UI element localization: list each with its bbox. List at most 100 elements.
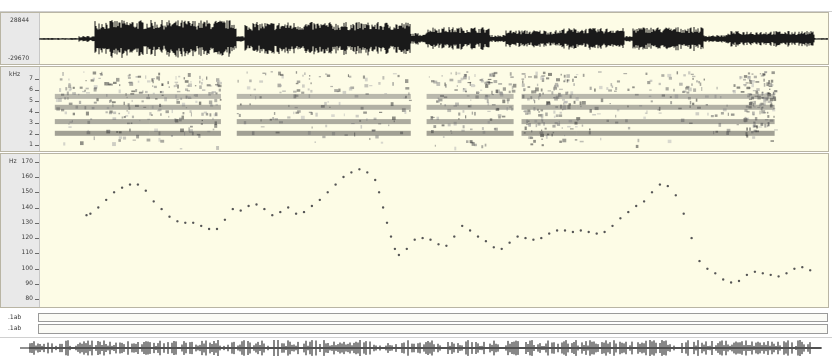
pitch-tick-label: 80 <box>25 295 33 303</box>
spectrogram-tick: 1 <box>1 142 39 148</box>
pitch-point <box>136 183 140 186</box>
spectrogram-tick: 3 <box>1 120 39 126</box>
pitch-tick: 140 <box>1 203 39 211</box>
pitch-point <box>429 238 432 241</box>
pitch-point <box>231 207 234 211</box>
pitch-point <box>302 210 306 214</box>
pitch-point <box>389 235 393 238</box>
pitch-point <box>809 269 812 272</box>
pitch-tick: 160 <box>1 173 39 180</box>
pitch-graphic <box>85 168 812 284</box>
pitch-point <box>255 203 258 206</box>
waveform-plot[interactable] <box>39 13 828 64</box>
tier-1[interactable]: .1ab <box>0 312 832 322</box>
pitch-tick-label: 150 <box>21 188 33 196</box>
waveform-gutter: 28844 -29670 <box>1 13 40 64</box>
pitch-point <box>753 270 757 273</box>
pitch-point <box>682 212 685 215</box>
pitch-point <box>279 210 282 214</box>
pitch-point <box>310 204 314 208</box>
spectrogram-panel[interactable]: kHz 7 6 5 4 3 2 1 <box>0 66 829 152</box>
pitch-point <box>650 191 654 194</box>
spectrogram-tick-label: 3 <box>29 119 33 126</box>
pitch-point <box>405 247 408 251</box>
pitch-tick-mark <box>35 161 39 163</box>
pitch-point <box>706 267 709 270</box>
pitch-point <box>263 207 266 211</box>
pitch-point <box>761 272 764 275</box>
spectrogram-unit-label: kHz <box>9 71 21 78</box>
pitch-point <box>729 281 733 284</box>
pitch-tick-mark <box>35 222 39 224</box>
pitch-point <box>385 221 389 224</box>
pitch-point <box>611 224 614 228</box>
pitch-point <box>484 240 488 243</box>
spectrogram-tick-label: 4 <box>29 108 33 115</box>
pitch-point <box>97 206 100 209</box>
pitch-point <box>468 229 472 232</box>
pitch-point <box>532 238 535 241</box>
pitch-point <box>160 207 163 211</box>
pitch-point <box>215 227 219 231</box>
pitch-point <box>777 275 780 278</box>
pitch-tick: 100 <box>1 265 39 272</box>
overview-panel[interactable] <box>0 337 832 359</box>
pitch-point <box>737 279 741 283</box>
pitch-point <box>381 206 385 209</box>
waveform-panel[interactable]: 28844 -29670 <box>0 12 829 65</box>
pitch-point <box>294 212 298 215</box>
pitch-point <box>128 183 132 186</box>
pitch-tick-label: 170 <box>21 157 33 165</box>
pitch-point <box>540 236 543 240</box>
pitch-tick: 150 <box>1 189 39 195</box>
pitch-point <box>200 224 203 228</box>
spectrogram-tick-mark <box>35 90 39 91</box>
pitch-point <box>144 189 147 192</box>
pitch-point <box>642 200 646 203</box>
pitch-tick: 90 <box>1 281 39 287</box>
pitch-tick-label: 140 <box>21 203 33 211</box>
spectrogram-tick: 4 <box>1 109 39 115</box>
pitch-point <box>318 198 321 202</box>
pitch-point <box>374 178 377 182</box>
pitch-point <box>595 232 598 235</box>
pitch-point <box>492 246 495 249</box>
pitch-point <box>393 247 397 251</box>
spectrogram-plot[interactable] <box>39 67 828 151</box>
pitch-tick: 130 <box>1 219 39 226</box>
spectrogram-tick-mark <box>35 101 39 102</box>
pitch-point <box>666 184 669 188</box>
pitch-point <box>722 278 725 281</box>
pitch-tick: 170 <box>1 157 39 165</box>
pitch-point <box>184 221 187 224</box>
tier-2[interactable]: .1ab <box>0 323 832 334</box>
pitch-tick-mark <box>35 192 39 194</box>
pitch-point <box>801 266 804 269</box>
spectrogram-tick: 7 <box>1 76 39 82</box>
pitch-point <box>223 218 227 221</box>
pitch-tick-label: 90 <box>25 280 33 288</box>
tier-2-box[interactable] <box>38 324 828 334</box>
pitch-point <box>745 273 749 277</box>
pitch-point <box>437 243 440 246</box>
pitch-point <box>271 214 274 217</box>
pitch-tick-mark <box>35 299 39 301</box>
spectrogram-tick: 5 <box>1 98 39 104</box>
pitch-point <box>453 235 456 238</box>
pitch-point <box>421 236 424 240</box>
pitch-panel[interactable]: Hz 170 160 150 140 130 120 110 100 90 80 <box>0 153 829 308</box>
pitch-point <box>287 206 290 209</box>
pitch-point <box>350 171 353 174</box>
pitch-point <box>587 230 590 234</box>
pitch-tick: 80 <box>1 296 39 302</box>
spectrogram-tick-label: 2 <box>29 130 33 137</box>
pitch-point <box>785 272 788 275</box>
pitch-tick-label: 110 <box>21 249 33 257</box>
spectrogram-tick-label: 7 <box>29 75 33 82</box>
tier-1-box[interactable] <box>38 313 828 322</box>
pitch-point <box>793 267 796 270</box>
pitch-point <box>247 204 250 208</box>
pitch-point <box>461 224 464 228</box>
pitch-tick-mark <box>35 176 39 178</box>
pitch-plot[interactable] <box>39 154 828 307</box>
